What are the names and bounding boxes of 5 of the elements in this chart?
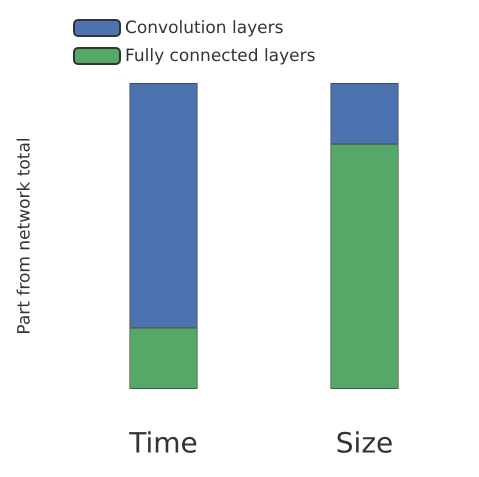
x-tick-label: Time [128,426,198,460]
x-tick-label: Size [336,426,394,460]
legend-label: Fully connected layers [125,46,316,66]
y-axis-title: Part from network total [14,137,34,335]
legend-label: Convolution layers [125,18,284,38]
